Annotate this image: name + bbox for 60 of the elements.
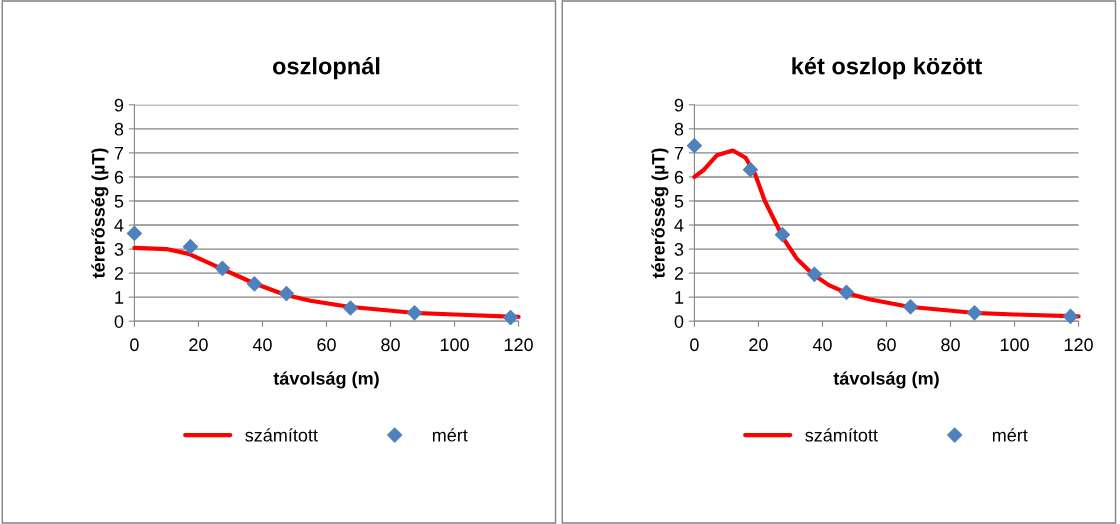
legend-label: számított — [245, 428, 318, 442]
y-axis-title: térerősség (µT) — [91, 148, 109, 279]
y-tick-label: 1 — [675, 291, 684, 304]
x-axis-title: távolság (m) — [273, 371, 379, 389]
point — [806, 266, 823, 282]
point — [342, 300, 359, 316]
chart-title: két oszlop között — [792, 56, 982, 80]
x-tick-label: 20 — [189, 338, 208, 352]
point — [246, 276, 263, 292]
point — [214, 260, 231, 276]
y-tick-label: 4 — [674, 219, 684, 232]
point — [182, 239, 198, 255]
x-tick-label: 100 — [1000, 338, 1029, 352]
x-tick-label: 40 — [252, 338, 272, 352]
y-tick-label: 9 — [674, 98, 684, 112]
x-tick-label: 80 — [941, 338, 960, 352]
point — [278, 285, 295, 302]
y-tick-label: 1 — [115, 291, 124, 304]
point — [502, 310, 519, 326]
y-tick-label: 2 — [674, 267, 684, 280]
x-tick-label: 20 — [749, 338, 768, 352]
y-tick-label: 7 — [674, 147, 684, 160]
legend-label: mért — [992, 428, 1028, 442]
x-tick-label: 120 — [1064, 338, 1093, 352]
point — [902, 299, 919, 315]
y-tick-label: 0 — [674, 315, 684, 328]
point — [838, 284, 855, 300]
x-tick-label: 0 — [690, 338, 699, 352]
y-tick-label: 7 — [114, 147, 124, 160]
point — [774, 227, 791, 243]
y-axis-title: térerősség (µT) — [651, 148, 669, 279]
point — [686, 138, 702, 154]
x-tick-label: 40 — [812, 338, 832, 352]
legend-label: mért — [432, 428, 468, 442]
y-tick-label: 0 — [114, 315, 124, 328]
chart-title: oszlopnál — [272, 56, 380, 80]
y-tick-label: 3 — [114, 243, 124, 256]
x-tick-label: 80 — [381, 338, 400, 352]
y-tick-label: 6 — [674, 170, 684, 184]
x-tick-label: 100 — [440, 338, 469, 352]
point — [966, 305, 983, 321]
y-tick-label: 5 — [674, 195, 684, 208]
point — [406, 305, 423, 321]
x-tick-label: 60 — [317, 338, 336, 352]
point — [126, 225, 142, 242]
y-tick-label: 9 — [114, 98, 124, 112]
y-tick-label: 8 — [114, 122, 124, 136]
y-tick-label: 4 — [114, 219, 124, 232]
x-tick-label: 60 — [877, 338, 896, 352]
x-tick-label: 0 — [130, 338, 139, 352]
y-tick-label: 5 — [114, 195, 124, 208]
y-tick-label: 6 — [114, 170, 124, 184]
x-axis-title: távolság (m) — [833, 371, 939, 389]
point — [742, 162, 758, 178]
x-tick-label: 120 — [504, 338, 533, 352]
y-tick-label: 3 — [674, 243, 684, 256]
y-tick-label: 8 — [674, 122, 684, 136]
point — [1062, 308, 1079, 324]
legend-label: számított — [805, 428, 878, 442]
y-tick-label: 2 — [114, 267, 124, 280]
